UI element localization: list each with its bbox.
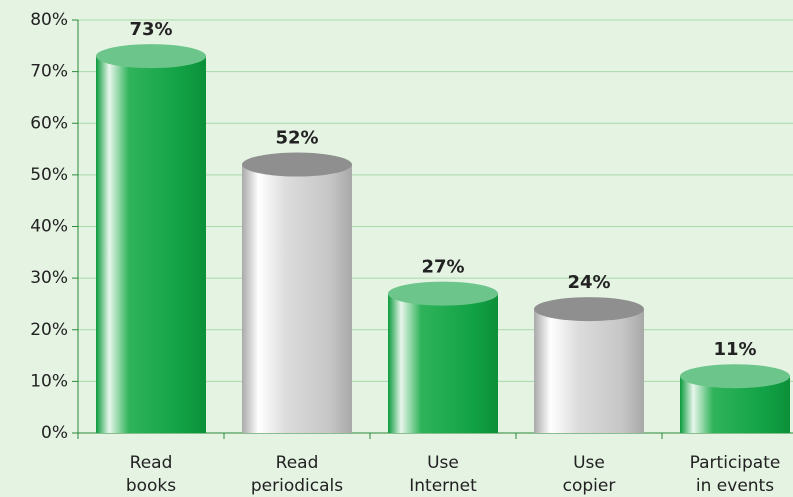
bar-top [680, 364, 790, 389]
y-tick-label: 40% [30, 217, 68, 237]
bar [680, 376, 790, 433]
y-tick-label: 70% [30, 62, 68, 82]
x-tick-label: Read [276, 453, 319, 473]
x-tick-label: books [126, 476, 176, 496]
value-label: 73% [129, 19, 172, 40]
bar [388, 293, 498, 433]
bar [242, 164, 352, 434]
bar [534, 309, 644, 433]
y-tick-label: 80% [30, 10, 68, 30]
bar-top [96, 44, 206, 69]
value-label: 24% [567, 272, 610, 293]
x-tick-label: Read [130, 453, 173, 473]
value-label: 27% [421, 257, 464, 278]
bar-top [242, 152, 352, 177]
y-tick-label: 20% [30, 320, 68, 340]
x-tick-label: in events [696, 476, 774, 496]
bar [96, 56, 206, 433]
y-tick-label: 0% [41, 423, 68, 443]
bar-top [388, 281, 498, 306]
y-tick-label: 10% [30, 371, 68, 391]
y-tick-label: 50% [30, 165, 68, 185]
x-tick-label: Use [573, 453, 605, 473]
value-label: 11% [713, 339, 756, 360]
x-tick-label: copier [563, 476, 616, 496]
x-tick-label: periodicals [251, 476, 343, 496]
x-tick-label: Use [427, 453, 459, 473]
x-tick-label: Internet [409, 476, 477, 496]
x-tick-label: Participate [690, 453, 781, 473]
y-tick-label: 60% [30, 113, 68, 133]
bar-top [534, 297, 644, 322]
value-label: 52% [275, 128, 318, 149]
y-tick-label: 30% [30, 268, 68, 288]
